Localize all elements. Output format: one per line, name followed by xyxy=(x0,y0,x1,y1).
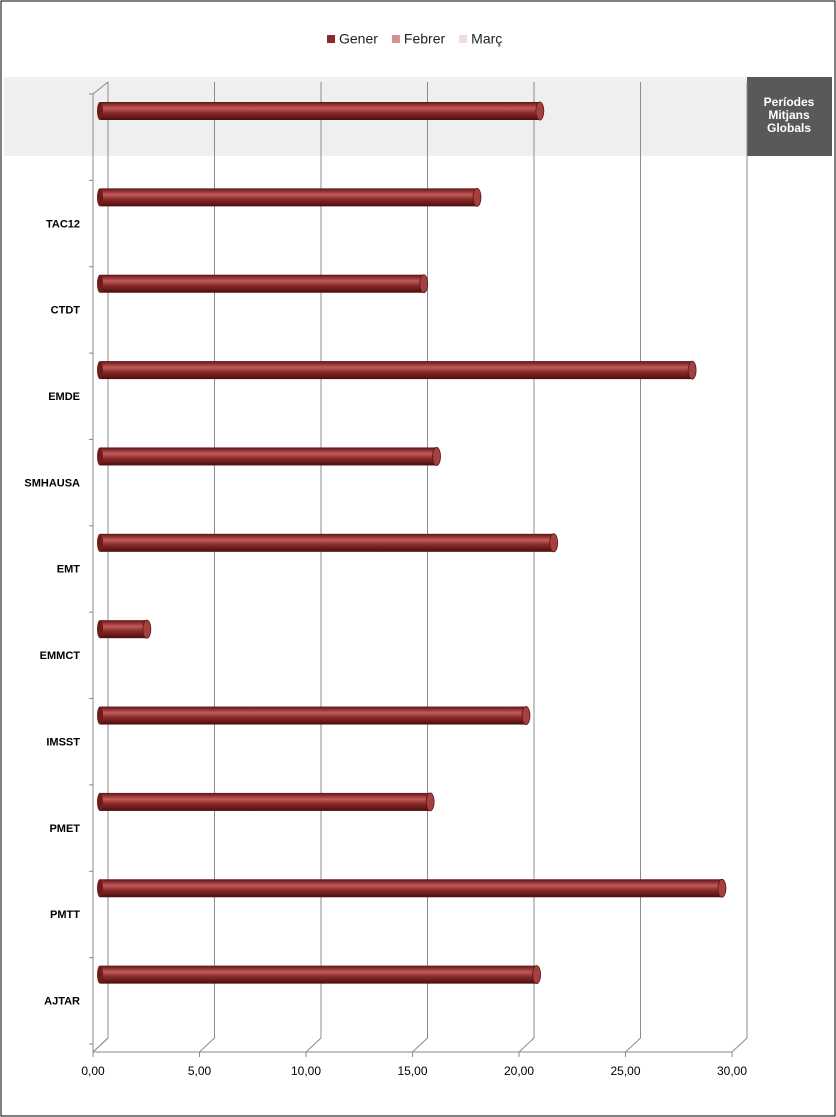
bar-cap xyxy=(142,619,152,639)
bar xyxy=(97,447,441,466)
bar-body xyxy=(100,361,693,380)
y-tick-label: IMSST xyxy=(46,736,80,748)
bar-cap xyxy=(532,965,542,985)
bar-cap xyxy=(419,274,429,294)
bar-start xyxy=(97,447,103,466)
bar-start xyxy=(97,792,103,811)
legend-swatch xyxy=(391,35,400,43)
grid-line xyxy=(518,82,535,1053)
x-tick-label: 10,00 xyxy=(291,1064,321,1078)
legend-swatch xyxy=(459,35,468,43)
y-tick-label: PMTT xyxy=(50,909,80,921)
grid-line xyxy=(92,82,109,1053)
bar-cap xyxy=(549,533,559,553)
bar-body xyxy=(100,447,437,466)
y-tick-label: CTDT xyxy=(51,305,81,317)
bar-body xyxy=(100,792,431,811)
bar-cap xyxy=(432,447,441,466)
bar-start xyxy=(97,188,103,207)
bar xyxy=(97,101,545,121)
bar-start xyxy=(97,706,103,725)
bar-cap xyxy=(717,878,727,898)
bar-start xyxy=(97,965,103,984)
bar-start xyxy=(97,533,103,552)
bar-start xyxy=(97,361,103,380)
x-tick-label: 15,00 xyxy=(397,1064,427,1078)
y-tick-label: AJTAR xyxy=(44,996,80,1008)
bar xyxy=(97,187,482,207)
y-tick-label: PMET xyxy=(49,823,80,835)
legend-label: Febrer xyxy=(404,31,446,47)
annotation-box xyxy=(747,77,832,156)
x-tick-label: 5,00 xyxy=(188,1064,212,1078)
bar-start xyxy=(97,102,103,120)
bar-body xyxy=(100,274,424,293)
bar xyxy=(97,878,727,898)
bar-body xyxy=(100,620,147,639)
bar-body xyxy=(100,188,478,207)
y-tick-label: TAC12 xyxy=(46,218,80,230)
x-tick-label: 0,00 xyxy=(81,1064,105,1078)
bar-body xyxy=(100,965,537,984)
bar-cap xyxy=(425,792,435,812)
bar-start xyxy=(97,879,103,898)
bar xyxy=(97,965,542,985)
bar-cap xyxy=(472,187,482,207)
bar-start xyxy=(97,274,103,293)
legend-swatch xyxy=(327,35,335,43)
bar xyxy=(97,619,152,639)
grid-line xyxy=(625,82,641,1053)
grid-line xyxy=(731,82,748,1053)
x-tick-label: 25,00 xyxy=(610,1064,640,1078)
grid-line xyxy=(412,82,428,1053)
x-tick-label: 20,00 xyxy=(504,1064,534,1078)
bar-cap xyxy=(535,101,545,121)
bar xyxy=(97,533,559,553)
y-tick-label: EMMCT xyxy=(40,650,81,662)
y-tick-label: EMT xyxy=(57,564,81,576)
bar xyxy=(97,274,429,294)
bar-body xyxy=(100,102,540,120)
bar xyxy=(97,792,435,812)
bar xyxy=(97,706,531,725)
bar-start xyxy=(97,620,103,639)
bar-cap xyxy=(521,706,531,725)
bar xyxy=(97,360,697,380)
x-tick-label: 30,00 xyxy=(717,1064,747,1078)
bar-body xyxy=(100,533,554,552)
bar-body xyxy=(100,706,526,725)
bar-body xyxy=(100,879,722,898)
y-tick-label: EMDE xyxy=(48,391,80,403)
grid-line xyxy=(305,82,322,1053)
y-tick-label: SMHAUSA xyxy=(24,477,80,489)
legend-label: Gener xyxy=(339,31,378,47)
annotation: Períodes Mitjans Globals xyxy=(764,95,815,135)
grid-line xyxy=(199,82,215,1053)
legend-label: Març xyxy=(471,31,502,47)
bar-cap xyxy=(687,360,697,380)
